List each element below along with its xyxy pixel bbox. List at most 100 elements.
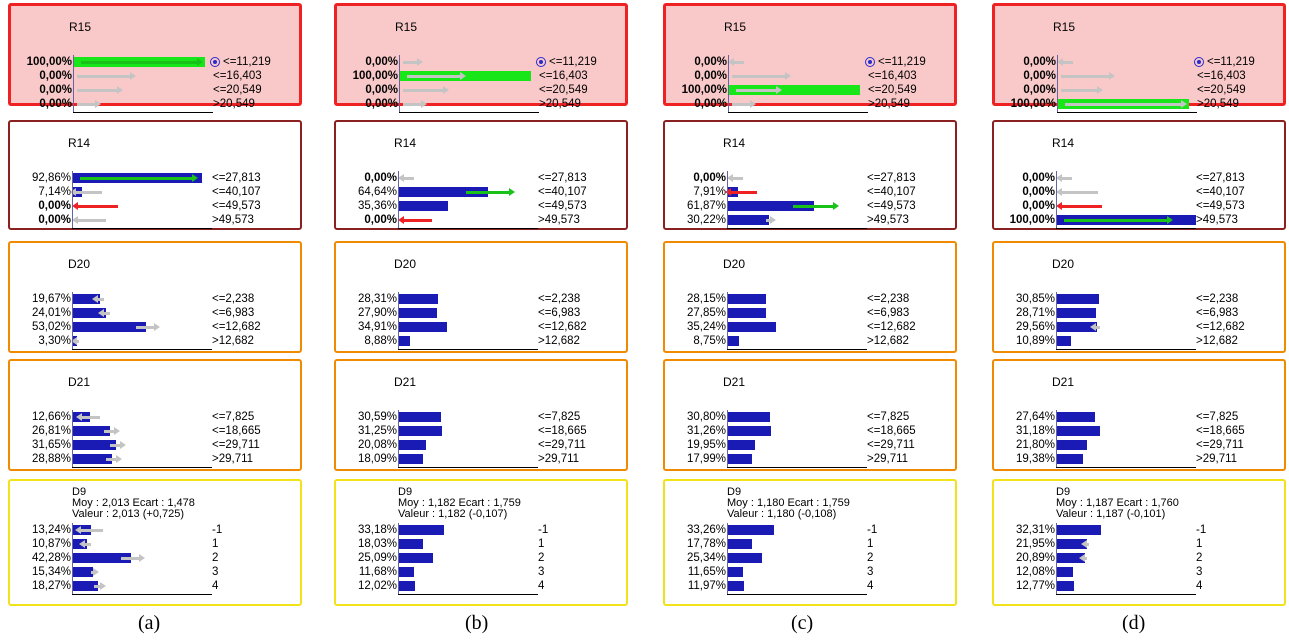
- state-row[interactable]: 8,88% >12,682: [336, 334, 626, 348]
- state-row[interactable]: 0,00% >20,549: [11, 97, 301, 111]
- state-row[interactable]: 18,09% >29,711: [336, 452, 626, 466]
- state-row[interactable]: 100,00% >20,549: [995, 97, 1285, 111]
- state-row[interactable]: 11,65% 3: [665, 565, 955, 579]
- node-r15[interactable]: R15 0,00% <=11,219 100,00% <=16,403 0,00% <=20…: [334, 3, 628, 113]
- state-row[interactable]: 18,03% 1: [336, 537, 626, 551]
- state-row[interactable]: 28,15% <=2,238: [665, 292, 955, 306]
- state-row[interactable]: 30,80% <=7,825: [665, 410, 955, 424]
- state-row[interactable]: 0,00% <=27,813: [994, 171, 1284, 185]
- state-row[interactable]: 31,25% <=18,665: [336, 424, 626, 438]
- state-row[interactable]: 0,00% >20,549: [337, 97, 627, 111]
- node-d20[interactable]: D20 28,31% <=2,238 27,90% <=6,983 34,91% <=12,…: [334, 241, 628, 353]
- node-d21[interactable]: D21 30,80% <=7,825 31,26% <=18,665 19,95% <=29…: [663, 359, 957, 471]
- node-d21[interactable]: D21 30,59% <=7,825 31,25% <=18,665 20,08% <=29…: [334, 359, 628, 471]
- state-row[interactable]: 42,28% 2: [10, 551, 300, 565]
- state-row[interactable]: 26,81% <=18,665: [10, 424, 300, 438]
- node-d21[interactable]: D21 12,66% <=7,825 26,81% <=18,665 31,65% <=29…: [8, 359, 302, 471]
- state-row[interactable]: 33,18% -1: [336, 523, 626, 537]
- state-row[interactable]: 27,90% <=6,983: [336, 306, 626, 320]
- state-row[interactable]: 0,00% <=16,403: [666, 69, 956, 83]
- node-d21[interactable]: D21 27,64% <=7,825 31,18% <=18,665 21,80% <=29…: [992, 359, 1286, 471]
- state-row[interactable]: 0,00% <=40,107: [994, 185, 1284, 199]
- state-row[interactable]: 30,59% <=7,825: [336, 410, 626, 424]
- state-row[interactable]: 27,85% <=6,983: [665, 306, 955, 320]
- node-d9[interactable]: D9 Moy : 1,187 Ecart : 1,760 Valeur : 1,…: [992, 479, 1286, 606]
- state-row[interactable]: 32,31% -1: [994, 523, 1284, 537]
- state-row[interactable]: 11,97% 4: [665, 579, 955, 593]
- state-row[interactable]: 0,00% <=49,573: [10, 199, 300, 213]
- state-row[interactable]: 12,77% 4: [994, 579, 1284, 593]
- state-row[interactable]: 0,00% <=11,219: [666, 55, 956, 69]
- node-d9[interactable]: D9 Moy : 1,182 Ecart : 1,759 Valeur : 1,…: [334, 479, 628, 606]
- state-row[interactable]: 8,75% >12,682: [665, 334, 955, 348]
- state-row[interactable]: 100,00% <=20,549: [666, 83, 956, 97]
- state-row[interactable]: 31,18% <=18,665: [994, 424, 1284, 438]
- state-row[interactable]: 29,56% <=12,682: [994, 320, 1284, 334]
- node-d20[interactable]: D20 28,15% <=2,238 27,85% <=6,983 35,24% <=12,…: [663, 241, 957, 353]
- state-row[interactable]: 10,89% >12,682: [994, 334, 1284, 348]
- state-row[interactable]: 33,26% -1: [665, 523, 955, 537]
- state-row[interactable]: 21,80% <=29,711: [994, 438, 1284, 452]
- state-row[interactable]: 31,65% <=29,711: [10, 438, 300, 452]
- state-row[interactable]: 0,00% <=27,813: [336, 171, 626, 185]
- state-row[interactable]: 34,91% <=12,682: [336, 320, 626, 334]
- node-r15[interactable]: R15 100,00% <=11,219 0,00% <=16,403 0,00% <=20…: [8, 3, 302, 113]
- state-row[interactable]: 0,00% <=49,573: [994, 199, 1284, 213]
- state-row[interactable]: 0,00% >20,549: [666, 97, 956, 111]
- state-row[interactable]: 0,00% <=27,813: [665, 171, 955, 185]
- state-row[interactable]: 28,71% <=6,983: [994, 306, 1284, 320]
- state-row[interactable]: 28,31% <=2,238: [336, 292, 626, 306]
- state-row[interactable]: 12,08% 3: [994, 565, 1284, 579]
- node-r14[interactable]: R14 92,86% <=27,813 7,14% <=40,107 0,00% <=49,…: [8, 120, 302, 230]
- state-row[interactable]: 18,27% 4: [10, 579, 300, 593]
- node-r15[interactable]: R15 0,00% <=11,219 0,00% <=16,403 100,00% <=20…: [663, 3, 957, 113]
- node-d9[interactable]: D9 Moy : 1,180 Ecart : 1,759 Valeur : 1,…: [663, 479, 957, 606]
- state-row[interactable]: 20,08% <=29,711: [336, 438, 626, 452]
- state-row[interactable]: 21,95% 1: [994, 537, 1284, 551]
- state-row[interactable]: 0,00% <=20,549: [337, 83, 627, 97]
- state-row[interactable]: 0,00% <=11,219: [337, 55, 627, 69]
- node-r14[interactable]: R14 0,00% <=27,813 7,91% <=40,107 61,87% <=49,…: [663, 120, 957, 230]
- state-row[interactable]: 100,00% >49,573: [994, 213, 1284, 227]
- state-row[interactable]: 0,00% >49,573: [336, 213, 626, 227]
- state-row[interactable]: 20,89% 2: [994, 551, 1284, 565]
- state-row[interactable]: 3,30% >12,682: [10, 334, 300, 348]
- state-row[interactable]: 0,00% >49,573: [10, 213, 300, 227]
- state-row[interactable]: 64,64% <=40,107: [336, 185, 626, 199]
- state-row[interactable]: 92,86% <=27,813: [10, 171, 300, 185]
- state-row[interactable]: 30,85% <=2,238: [994, 292, 1284, 306]
- node-r14[interactable]: R14 0,00% <=27,813 0,00% <=40,107 0,00% <=49,5…: [992, 120, 1286, 230]
- state-row[interactable]: 0,00% <=11,219: [995, 55, 1285, 69]
- state-row[interactable]: 17,78% 1: [665, 537, 955, 551]
- state-row[interactable]: 7,14% <=40,107: [10, 185, 300, 199]
- state-row[interactable]: 0,00% <=20,549: [11, 83, 301, 97]
- state-row[interactable]: 0,00% <=16,403: [995, 69, 1285, 83]
- state-row[interactable]: 12,02% 4: [336, 579, 626, 593]
- state-row[interactable]: 30,22% >49,573: [665, 213, 955, 227]
- state-row[interactable]: 35,36% <=49,573: [336, 199, 626, 213]
- state-row[interactable]: 25,34% 2: [665, 551, 955, 565]
- node-d20[interactable]: D20 19,67% <=2,238 24,01% <=6,983 53,02% <=12,…: [8, 241, 302, 353]
- node-r15[interactable]: R15 0,00% <=11,219 0,00% <=16,403 0,00% <=20,5…: [992, 3, 1286, 113]
- node-r14[interactable]: R14 0,00% <=27,813 64,64% <=40,107 35,36% <=49…: [334, 120, 628, 230]
- state-row[interactable]: 100,00% <=16,403: [337, 69, 627, 83]
- state-row[interactable]: 11,68% 3: [336, 565, 626, 579]
- state-row[interactable]: 31,26% <=18,665: [665, 424, 955, 438]
- state-row[interactable]: 0,00% <=20,549: [995, 83, 1285, 97]
- state-row[interactable]: 35,24% <=12,682: [665, 320, 955, 334]
- state-row[interactable]: 0,00% <=16,403: [11, 69, 301, 83]
- state-row[interactable]: 17,99% >29,711: [665, 452, 955, 466]
- node-d20[interactable]: D20 30,85% <=2,238 28,71% <=6,983 29,56% <=12,…: [992, 241, 1286, 353]
- state-row[interactable]: 19,38% >29,711: [994, 452, 1284, 466]
- state-row[interactable]: 19,95% <=29,711: [665, 438, 955, 452]
- state-row[interactable]: 15,34% 3: [10, 565, 300, 579]
- state-row[interactable]: 7,91% <=40,107: [665, 185, 955, 199]
- state-row[interactable]: 28,88% >29,711: [10, 452, 300, 466]
- state-row[interactable]: 53,02% <=12,682: [10, 320, 300, 334]
- state-row[interactable]: 100,00% <=11,219: [11, 55, 301, 69]
- state-row[interactable]: 12,66% <=7,825: [10, 410, 300, 424]
- state-row[interactable]: 61,87% <=49,573: [665, 199, 955, 213]
- state-row[interactable]: 19,67% <=2,238: [10, 292, 300, 306]
- state-row[interactable]: 24,01% <=6,983: [10, 306, 300, 320]
- node-d9[interactable]: D9 Moy : 2,013 Ecart : 1,478 Valeur : 2,…: [8, 479, 302, 606]
